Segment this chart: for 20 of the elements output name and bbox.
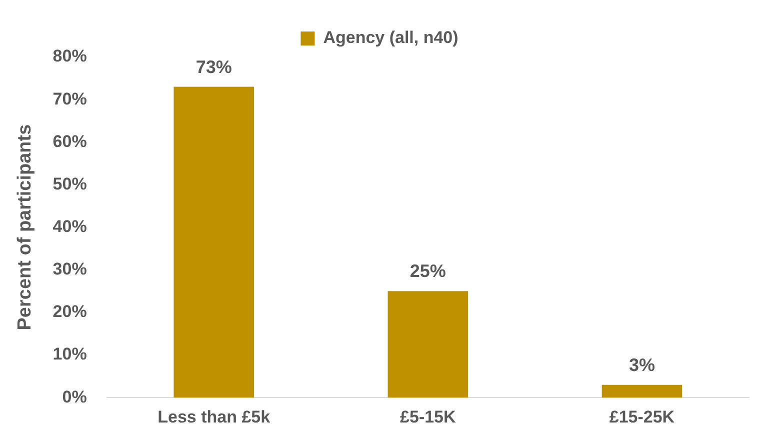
- bar: [388, 291, 468, 398]
- y-tick-label: 20%: [52, 302, 87, 322]
- data-label: 25%: [410, 261, 446, 282]
- x-tick-label: Less than £5k: [158, 407, 271, 426]
- y-tick-label: 0%: [62, 387, 87, 406]
- y-tick-label: 30%: [52, 260, 87, 279]
- bar: [602, 384, 682, 398]
- y-tick-label: 60%: [52, 132, 87, 151]
- bar: [174, 86, 254, 398]
- x-tick-label: £15-25K: [609, 407, 676, 426]
- y-tick-label: 80%: [52, 46, 87, 66]
- x-tick-label: £5-15K: [400, 407, 457, 426]
- y-tick-label: 70%: [52, 89, 87, 108]
- data-label: 73%: [196, 56, 232, 77]
- legend-label: Agency (all, n40): [323, 28, 458, 48]
- data-label: 3%: [628, 354, 655, 375]
- y-axis-title: Percent of participants: [14, 124, 36, 330]
- y-tick-label: 40%: [52, 216, 87, 236]
- y-tick-label: 50%: [52, 174, 87, 194]
- y-tick-label: 10%: [52, 344, 87, 364]
